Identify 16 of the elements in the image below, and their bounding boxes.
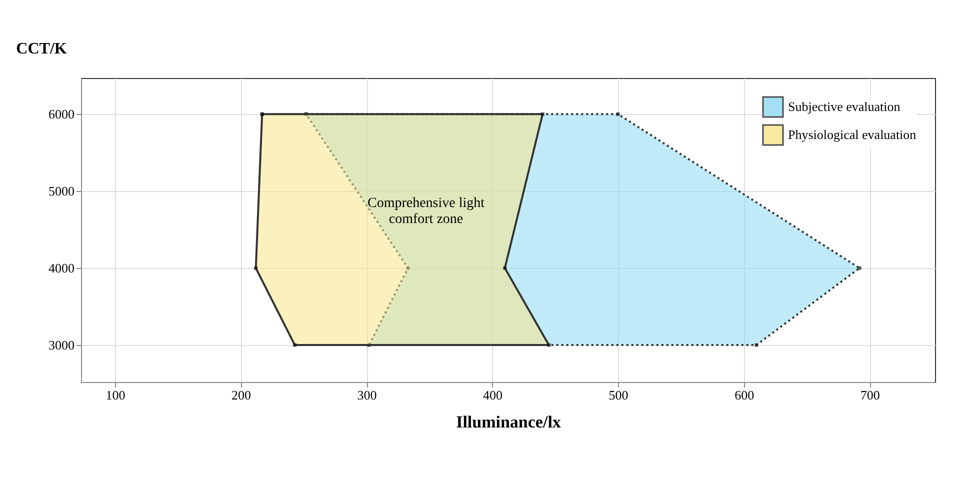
y-tick-label: 6000 bbox=[48, 106, 74, 122]
y-axis-title: CCT/K bbox=[16, 40, 68, 58]
x-axis-title: Illuminance/lx bbox=[456, 412, 562, 432]
legend-label: Physiological evaluation bbox=[788, 127, 917, 142]
x-tick-label: 600 bbox=[734, 388, 754, 402]
x-tick-label: 400 bbox=[483, 388, 503, 402]
x-tick-label: 200 bbox=[231, 388, 251, 402]
legend-label: Subjective evaluation bbox=[788, 99, 901, 114]
y-tick-label: 4000 bbox=[48, 260, 74, 276]
y-tick-label: 5000 bbox=[48, 184, 74, 199]
x-tick-label: 500 bbox=[608, 388, 628, 402]
y-tick-label: 3000 bbox=[48, 338, 74, 353]
x-tick-label: 100 bbox=[106, 388, 126, 402]
x-tick-label: 300 bbox=[357, 388, 377, 402]
x-tick-label: 700 bbox=[860, 388, 880, 402]
annotation: Comprehensive light comfort zone bbox=[367, 196, 485, 227]
